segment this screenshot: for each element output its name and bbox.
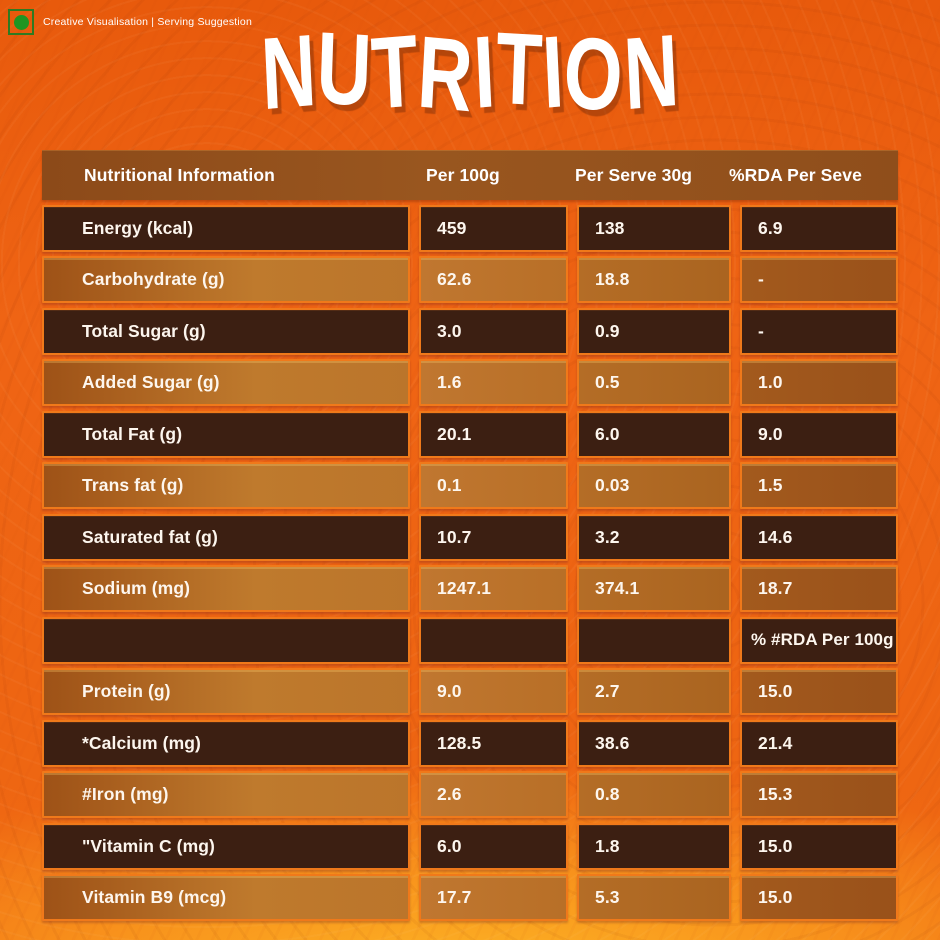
value-rda: 18.7 (740, 565, 898, 612)
table-row: Sodium (mg) 1247.1 374.1 18.7 (42, 565, 898, 612)
table-row: Energy (kcal) 459 138 6.9 (42, 204, 898, 252)
title-letter: T (493, 10, 545, 128)
header-rda-per-serve: %RDA Per Seve (729, 164, 862, 185)
table-row: % #RDA Per 100g (42, 616, 898, 664)
table-row: Added Sugar (g) 1.6 0.5 1.0 (42, 359, 898, 406)
nutrition-table: Nutritional Information Per 100g Per Ser… (42, 150, 898, 921)
disclaimer-text: Creative Visualisation | Serving Suggest… (43, 16, 252, 28)
value-rda: - (740, 307, 898, 355)
title-letter: N (621, 12, 682, 132)
value-rda: 6.9 (740, 204, 898, 252)
row-label: Vitamin B9 (mcg) (42, 874, 410, 921)
disclaimer: Creative Visualisation | Serving Suggest… (8, 9, 252, 35)
row-label: Carbohydrate (g) (42, 256, 410, 303)
value-per-serve-30g: 6.0 (577, 410, 731, 458)
value-per-100g: 17.7 (419, 874, 568, 921)
value-rda: 15.0 (740, 822, 898, 870)
value-per-serve-30g: 38.6 (577, 719, 731, 767)
value-per-serve-30g: 3.2 (577, 513, 731, 561)
value-per-serve-30g: 5.3 (577, 874, 731, 921)
veg-dot-icon (13, 14, 29, 30)
value-per-100g: 1.6 (419, 359, 568, 406)
value-rda: 14.6 (740, 513, 898, 561)
row-label: Total Fat (g) (42, 410, 410, 458)
row-label: Saturated fat (g) (42, 513, 410, 561)
value-rda: 1.0 (740, 359, 898, 406)
table-row: #Iron (mg) 2.6 0.8 15.3 (42, 771, 898, 818)
value-rda: 15.0 (740, 874, 898, 921)
header-per-100g: Per 100g (426, 164, 500, 185)
header-per-serve-30g: Per Serve 30g (575, 164, 693, 185)
table-row: Total Sugar (g) 3.0 0.9 - (42, 307, 898, 355)
table-header-row: Nutritional Information Per 100g Per Ser… (42, 150, 898, 200)
table-row: Protein (g) 9.0 2.7 15.0 (42, 668, 898, 715)
row-label: #Iron (mg) (42, 771, 410, 818)
row-label: "Vitamin C (mg) (42, 822, 410, 870)
value-per-100g: 10.7 (419, 513, 568, 561)
value-per-serve-30g: 0.03 (577, 462, 731, 509)
title-letter: T (369, 13, 422, 131)
row-label: Protein (g) (42, 668, 410, 715)
table-row: Carbohydrate (g) 62.6 18.8 - (42, 256, 898, 303)
table-row: *Calcium (mg) 128.5 38.6 21.4 (42, 719, 898, 767)
value-per-serve-30g (577, 616, 731, 664)
page-title: NUTRITION (122, 10, 818, 133)
value-per-serve-30g: 374.1 (577, 565, 731, 612)
value-per-100g: 62.6 (419, 256, 568, 303)
value-per-serve-30g: 0.8 (577, 771, 731, 818)
value-rda: 1.5 (740, 462, 898, 509)
row-label: *Calcium (mg) (42, 719, 410, 767)
value-rda: % #RDA Per 100g (740, 616, 898, 664)
value-rda: - (740, 256, 898, 303)
row-label (42, 616, 410, 664)
value-per-100g: 9.0 (419, 668, 568, 715)
table-row: Trans fat (g) 0.1 0.03 1.5 (42, 462, 898, 509)
value-per-100g: 128.5 (419, 719, 568, 767)
value-per-100g: 2.6 (419, 771, 568, 818)
table-body: Energy (kcal) 459 138 6.9 Carbohydrate (… (42, 204, 898, 921)
table-row: "Vitamin C (mg) 6.0 1.8 15.0 (42, 822, 898, 870)
table-row: Vitamin B9 (mcg) 17.7 5.3 15.0 (42, 874, 898, 921)
row-label: Total Sugar (g) (42, 307, 410, 355)
row-label: Sodium (mg) (42, 565, 410, 612)
value-per-100g: 3.0 (419, 307, 568, 355)
value-rda: 9.0 (740, 410, 898, 458)
value-per-100g (419, 616, 568, 664)
title-letter: U (314, 10, 374, 128)
title-letter: N (258, 12, 320, 132)
value-per-serve-30g: 18.8 (577, 256, 731, 303)
value-per-serve-30g: 0.5 (577, 359, 731, 406)
table-row: Total Fat (g) 20.1 6.0 9.0 (42, 410, 898, 458)
row-label: Trans fat (g) (42, 462, 410, 509)
row-label: Energy (kcal) (42, 204, 410, 252)
value-rda: 21.4 (740, 719, 898, 767)
value-per-serve-30g: 138 (577, 204, 731, 252)
header-nutritional-information: Nutritional Information (84, 164, 275, 185)
value-rda: 15.3 (740, 771, 898, 818)
title-letter: R (415, 14, 477, 134)
value-per-serve-30g: 1.8 (577, 822, 731, 870)
value-per-serve-30g: 0.9 (577, 307, 731, 355)
value-per-100g: 0.1 (419, 462, 568, 509)
row-label: Added Sugar (g) (42, 359, 410, 406)
value-per-100g: 20.1 (419, 410, 568, 458)
value-per-100g: 459 (419, 204, 568, 252)
value-rda: 15.0 (740, 668, 898, 715)
table-row: Saturated fat (g) 10.7 3.2 14.6 (42, 513, 898, 561)
value-per-serve-30g: 2.7 (577, 668, 731, 715)
value-per-100g: 6.0 (419, 822, 568, 870)
veg-mark-icon (8, 9, 34, 35)
title-letter: O (561, 14, 627, 134)
value-per-100g: 1247.1 (419, 565, 568, 612)
